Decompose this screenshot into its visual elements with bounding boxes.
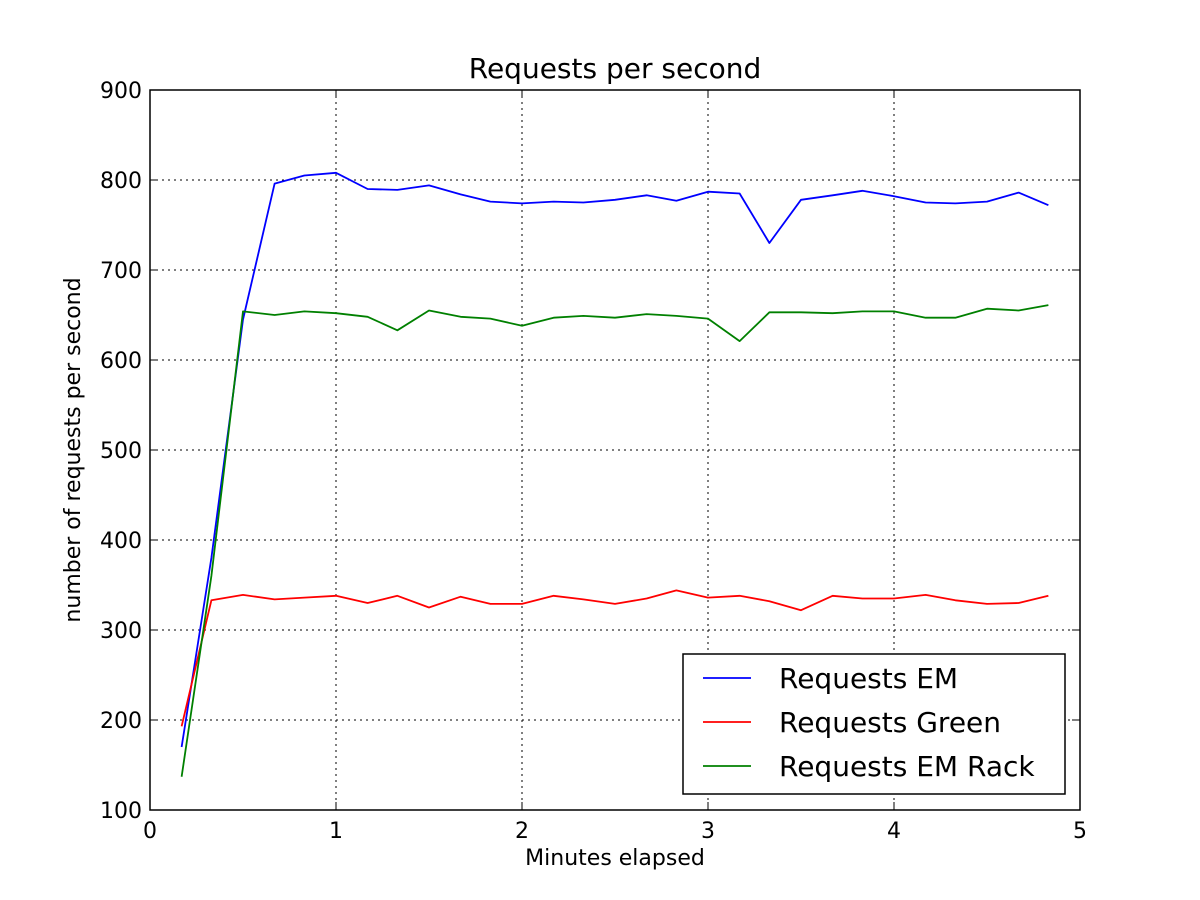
- y-tick-label: 200: [100, 709, 142, 734]
- y-tick-label: 600: [100, 349, 142, 374]
- x-tick-label: 4: [887, 819, 901, 844]
- tick-labels: 0 1 2 3 4 5 100 200 300 400 500 600 700 800 900: [100, 79, 1087, 844]
- series-line-requests-em: [180, 171, 1049, 748]
- y-tick-label: 700: [100, 259, 142, 284]
- x-tick-label: 2: [515, 819, 529, 844]
- x-tick-label: 0: [143, 819, 157, 844]
- x-tick-label: 3: [701, 819, 715, 844]
- x-tick-label: 5: [1073, 819, 1087, 844]
- series-line-requests-em-rack: [180, 304, 1049, 777]
- x-axis-label: Minutes elapsed: [525, 846, 705, 871]
- y-tick-label: 900: [100, 79, 142, 104]
- legend-label-requests-green: Requests Green: [779, 706, 1001, 739]
- tick-marks: [149, 89, 1081, 811]
- legend: Requests EM Requests Green Requests EM Rac…: [682, 653, 1066, 795]
- x-tick-label: 1: [329, 819, 343, 844]
- legend-label-requests-em-rack: Requests EM Rack: [779, 750, 1035, 783]
- series-line-requests-green: [180, 589, 1049, 727]
- y-tick-label: 300: [100, 619, 142, 644]
- y-tick-label: 500: [100, 439, 142, 464]
- y-axis-label: number of requests per second: [61, 277, 86, 622]
- chart-title: Requests per second: [469, 52, 762, 85]
- series-layer: [180, 171, 1049, 777]
- y-tick-label: 800: [100, 169, 142, 194]
- legend-label-requests-em: Requests EM: [779, 662, 958, 695]
- y-tick-label: 100: [100, 799, 142, 824]
- y-tick-label: 400: [100, 529, 142, 554]
